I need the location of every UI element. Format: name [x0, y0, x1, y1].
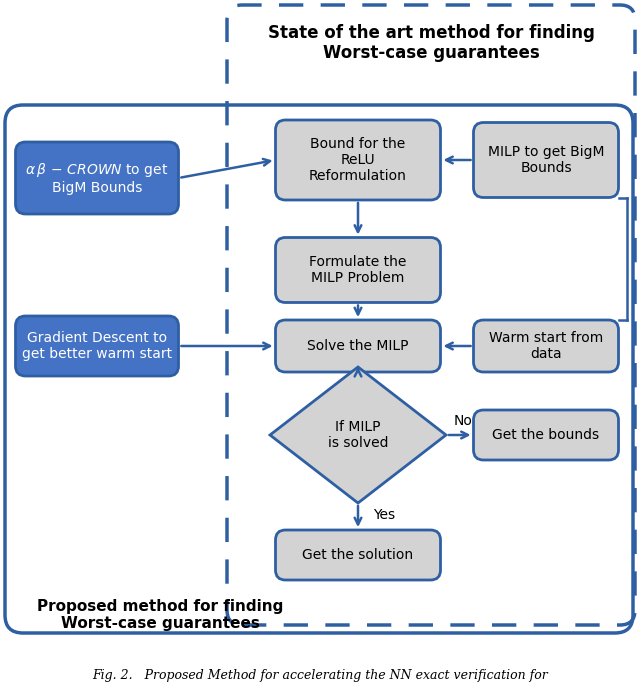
- Text: Formulate the
MILP Problem: Formulate the MILP Problem: [309, 255, 406, 285]
- Text: Solve the MILP: Solve the MILP: [307, 339, 409, 353]
- Text: MILP to get BigM
Bounds: MILP to get BigM Bounds: [488, 145, 604, 175]
- Text: Yes: Yes: [373, 508, 395, 522]
- FancyBboxPatch shape: [474, 123, 618, 198]
- Text: Proposed method for finding
Worst-case guarantees: Proposed method for finding Worst-case g…: [37, 599, 283, 631]
- Text: $\alpha\,\beta\,-\,CROWN$ to get
BigM Bounds: $\alpha\,\beta\,-\,CROWN$ to get BigM Bo…: [26, 161, 169, 195]
- Text: Gradient Descent to
get better warm start: Gradient Descent to get better warm star…: [22, 331, 172, 361]
- FancyBboxPatch shape: [275, 320, 440, 372]
- Text: Warm start from
data: Warm start from data: [489, 331, 603, 361]
- FancyBboxPatch shape: [474, 320, 618, 372]
- Polygon shape: [270, 367, 446, 503]
- FancyBboxPatch shape: [275, 120, 440, 200]
- Text: Fig. 2.   Proposed Method for accelerating the NN exact verification for: Fig. 2. Proposed Method for accelerating…: [92, 670, 548, 683]
- FancyBboxPatch shape: [15, 316, 179, 376]
- FancyBboxPatch shape: [474, 410, 618, 460]
- Text: Get the solution: Get the solution: [303, 548, 413, 562]
- Text: Get the bounds: Get the bounds: [492, 428, 600, 442]
- FancyBboxPatch shape: [275, 530, 440, 580]
- Text: State of the art method for finding
Worst-case guarantees: State of the art method for finding Wors…: [268, 23, 595, 62]
- Text: Bound for the
ReLU
Reformulation: Bound for the ReLU Reformulation: [309, 137, 407, 183]
- Text: If MILP
is solved: If MILP is solved: [328, 420, 388, 450]
- FancyBboxPatch shape: [275, 237, 440, 303]
- FancyBboxPatch shape: [15, 142, 179, 214]
- Text: No: No: [454, 414, 473, 428]
